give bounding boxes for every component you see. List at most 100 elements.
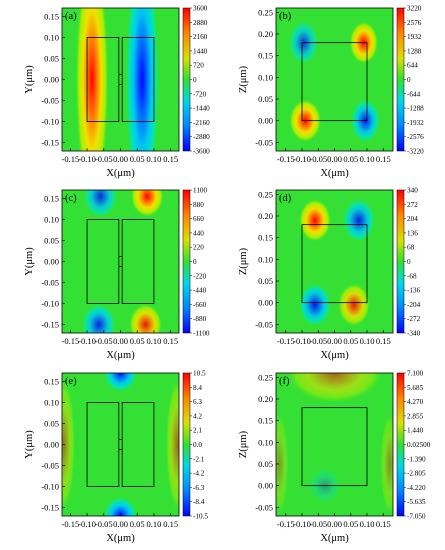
y-tick-label: 0.00 <box>258 481 273 491</box>
x-tick-label: 0.05 <box>343 519 358 529</box>
panel-label: (f) <box>279 376 290 387</box>
y-tick-label: 0.10 <box>258 254 273 264</box>
x-tick-label: -0.10 <box>78 519 96 529</box>
colorbar <box>396 189 405 334</box>
heatmap-background <box>62 373 179 516</box>
y-tick-label: -0.10 <box>41 482 59 492</box>
y-tick-label: 0.10 <box>258 437 273 447</box>
x-tick-label: 0.00 <box>113 154 128 164</box>
x-tick-label: 0.15 <box>163 336 178 346</box>
y-tick-label: 0.15 <box>258 51 273 61</box>
x-axis-label: X(μm) <box>106 350 135 361</box>
colorbar-tick-label: -720 <box>193 90 207 98</box>
field-lobe <box>128 303 163 333</box>
y-axis-label: Z(μm) <box>238 247 249 275</box>
x-tick-label: 0.05 <box>343 336 358 346</box>
field-lobe <box>75 8 109 151</box>
x-tick-label: -0.05 <box>95 519 113 529</box>
colorbar-tick-label: -10.5 <box>193 513 208 521</box>
x-axis-label: X(μm) <box>106 168 135 179</box>
colorbar-tick-label: -68 <box>407 272 417 280</box>
y-tick-label: 0.00 <box>258 116 273 126</box>
y-tick-label: 0.15 <box>44 193 59 203</box>
colorbar-tick-label: 220 <box>193 244 204 252</box>
colorbar-tick-label: -1932 <box>407 119 424 127</box>
colorbar-tick-label: -5.635 <box>407 498 426 506</box>
colorbar-tick-label: -880 <box>193 315 207 323</box>
x-tick-label: 0.10 <box>146 154 161 164</box>
colorbar-tick-label: 8.4 <box>193 384 202 392</box>
colorbar-tick-label: 3220 <box>407 5 422 13</box>
panel-a: -0.15-0.10-0.05 0.00 0.05 0.10 0.150.150.100… <box>24 5 210 180</box>
x-tick-label: -0.05 <box>95 154 113 164</box>
panel-e: -0.15-0.10-0.05 0.00 0.05 0.10 0.150.150.100… <box>24 370 208 545</box>
colorbar-tick-label: 0 <box>407 76 411 84</box>
structure-outline <box>86 37 120 122</box>
y-tick-label: -0.15 <box>41 320 59 330</box>
field-lobe <box>380 412 393 516</box>
field-lobe <box>82 303 116 333</box>
x-tick-label: 0.05 <box>130 336 145 346</box>
heatmap-field <box>82 190 164 333</box>
colorbar-tick-label: -644 <box>407 90 421 98</box>
colorbar-tick-label: -4.220 <box>407 484 426 492</box>
y-tick-label: -0.15 <box>41 503 59 513</box>
field-lobe <box>298 198 332 242</box>
y-axis-label: Y(μm) <box>24 430 35 459</box>
x-tick-label: 0.00 <box>327 519 342 529</box>
x-axis-label: X(μm) <box>320 350 349 361</box>
heatmap-field <box>298 198 376 327</box>
colorbar-tick-label: -660 <box>193 301 207 309</box>
field-lobe <box>103 497 138 516</box>
y-tick-label: -0.05 <box>255 319 273 329</box>
colorbar-tick-label: 136 <box>407 229 418 237</box>
x-tick-label: -0.10 <box>293 519 311 529</box>
panel-label: (b) <box>279 11 292 22</box>
colorbar <box>396 7 405 152</box>
colorbar-tick-label: 0.0 <box>193 441 202 449</box>
colorbar-tick-label: -272 <box>407 315 421 323</box>
panel-b: -0.15-0.10-0.05 0.00 0.05 0.10 0.150.250.200… <box>238 5 424 180</box>
colorbar-tick-label: -3600 <box>193 148 210 156</box>
colorbar-tick-label: -8.4 <box>193 498 205 506</box>
y-axis-label: Z(μm) <box>238 430 249 458</box>
y-tick-label: 0.00 <box>258 298 273 308</box>
colorbar-tick-label: -220 <box>193 272 207 280</box>
y-tick-label: 0.10 <box>258 72 273 82</box>
y-tick-label: -0.10 <box>41 117 59 127</box>
heatmap-background <box>62 190 179 333</box>
y-tick-label: -0.05 <box>255 502 273 512</box>
y-tick-label: 0.05 <box>258 459 273 469</box>
colorbar-tick-label: -3220 <box>407 148 424 156</box>
y-tick-label: 0.15 <box>258 233 273 243</box>
colorbar-tick-label: 2880 <box>193 19 208 27</box>
colorbar-tick-label: 0 <box>193 76 197 84</box>
colorbar-tick-label: 2160 <box>193 33 208 41</box>
colorbar-tick-label: 880 <box>193 201 204 209</box>
x-tick-label: 0.00 <box>327 336 342 346</box>
colorbar-tick-label: 10.5 <box>193 370 206 378</box>
field-lobe <box>285 373 384 404</box>
y-tick-label: 0.10 <box>44 214 59 224</box>
y-tick-label: 0.05 <box>44 235 59 245</box>
x-tick-label: -0.15 <box>61 336 79 346</box>
x-tick-label: 0.15 <box>163 154 178 164</box>
structure-outline <box>121 402 155 487</box>
x-tick-label: 0.15 <box>376 336 391 346</box>
heatmap-background <box>276 190 393 333</box>
colorbar-tick-label: 0 <box>193 258 197 266</box>
colorbar-tick-label: 5.685 <box>407 384 424 392</box>
x-tick-label: 0.05 <box>130 154 145 164</box>
field-lobe <box>130 190 164 218</box>
colorbar-tick-label: 6.3 <box>193 398 202 406</box>
colorbar-tick-label: -2.805 <box>407 470 426 478</box>
x-tick-label: -0.10 <box>78 154 96 164</box>
x-tick-label: 0.15 <box>376 519 391 529</box>
y-tick-label: 0.20 <box>258 211 273 221</box>
y-tick-label: -0.15 <box>41 138 59 148</box>
y-tick-label: 0.10 <box>44 32 59 42</box>
colorbar-tick-label: 68 <box>407 244 415 252</box>
x-tick-label: -0.15 <box>277 154 295 164</box>
colorbar-tick-label: 272 <box>407 201 418 209</box>
